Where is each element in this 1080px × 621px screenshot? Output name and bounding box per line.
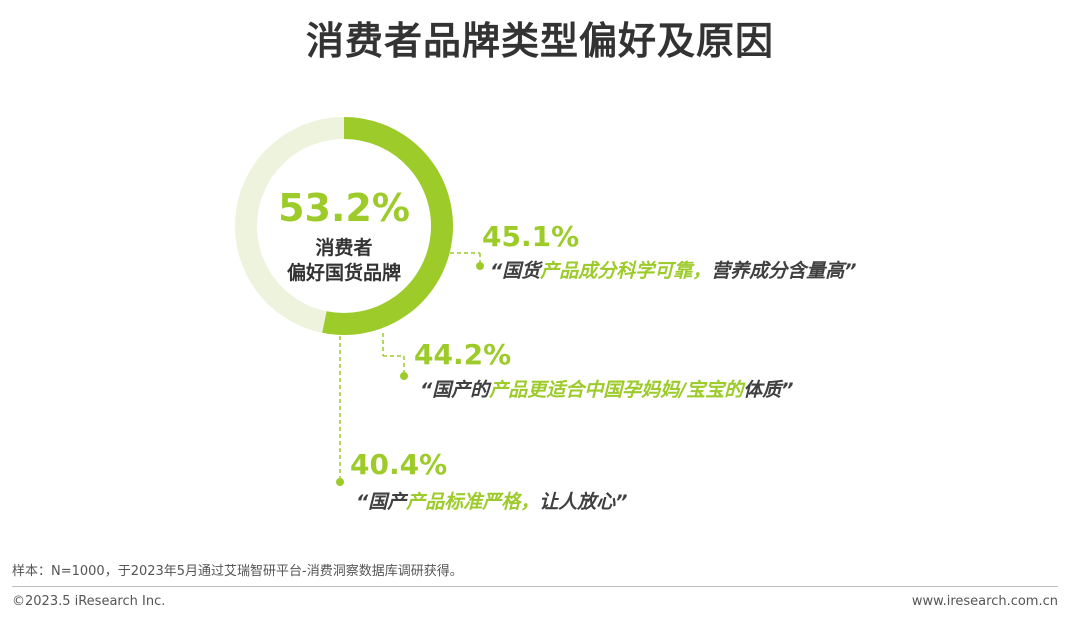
connector-2: [382, 333, 405, 372]
reason-1-value: 45.1%: [482, 220, 580, 253]
reason-2-open-quote: “: [420, 379, 433, 401]
reason-1-close-quote: ”: [844, 260, 857, 282]
reason-1-highlight: 产品成分科学可靠，: [540, 260, 712, 282]
connector-2-dot: [400, 372, 408, 380]
donut-arc: [322, 117, 453, 335]
center-value: 53.2%: [278, 186, 410, 230]
footer-divider: [12, 586, 1058, 587]
reason-3-highlight: 产品标准严格，: [406, 491, 540, 513]
copyright: ©2023.5 iResearch Inc.: [12, 594, 166, 609]
reason-1-text: “国货产品成分科学可靠，营养成分含量高”: [490, 256, 857, 283]
connector-1: [443, 252, 481, 262]
reason-2-highlight: 产品更适合中国孕妈妈/宝宝的: [489, 379, 744, 401]
reason-3-value: 40.4%: [350, 448, 448, 481]
reason-2-suffix: 体质: [743, 379, 782, 401]
connector-1-dot: [476, 262, 484, 270]
reason-2-text: “国产的产品更适合中国孕妈妈/宝宝的体质”: [420, 375, 793, 402]
website-link: www.iresearch.com.cn: [911, 594, 1058, 609]
reason-2-value: 44.2%: [414, 338, 512, 371]
reason-3-open-quote: “: [356, 491, 369, 513]
reason-3-suffix: 让人放心: [539, 491, 616, 513]
page-title: 消费者品牌类型偏好及原因: [305, 19, 774, 63]
center-label-line1: 消费者: [315, 237, 373, 259]
reason-3-close-quote: ”: [615, 491, 628, 513]
reason-2-prefix: 国产的: [432, 379, 490, 401]
reason-1-open-quote: “: [490, 260, 503, 282]
reason-3-text: “国产产品标准严格，让人放心”: [356, 487, 628, 514]
sample-note: 样本：N=1000，于2023年5月通过艾瑞智研平台-消费洞察数据库调研获得。: [12, 564, 463, 579]
connector-3-dot: [336, 478, 344, 486]
reason-2-close-quote: ”: [781, 379, 794, 401]
reason-3-prefix: 国产: [368, 491, 407, 513]
reason-1-prefix: 国货: [502, 260, 541, 282]
reason-1-suffix: 营养成分含量高: [711, 260, 845, 282]
center-label-line2: 偏好国货品牌: [286, 262, 401, 284]
